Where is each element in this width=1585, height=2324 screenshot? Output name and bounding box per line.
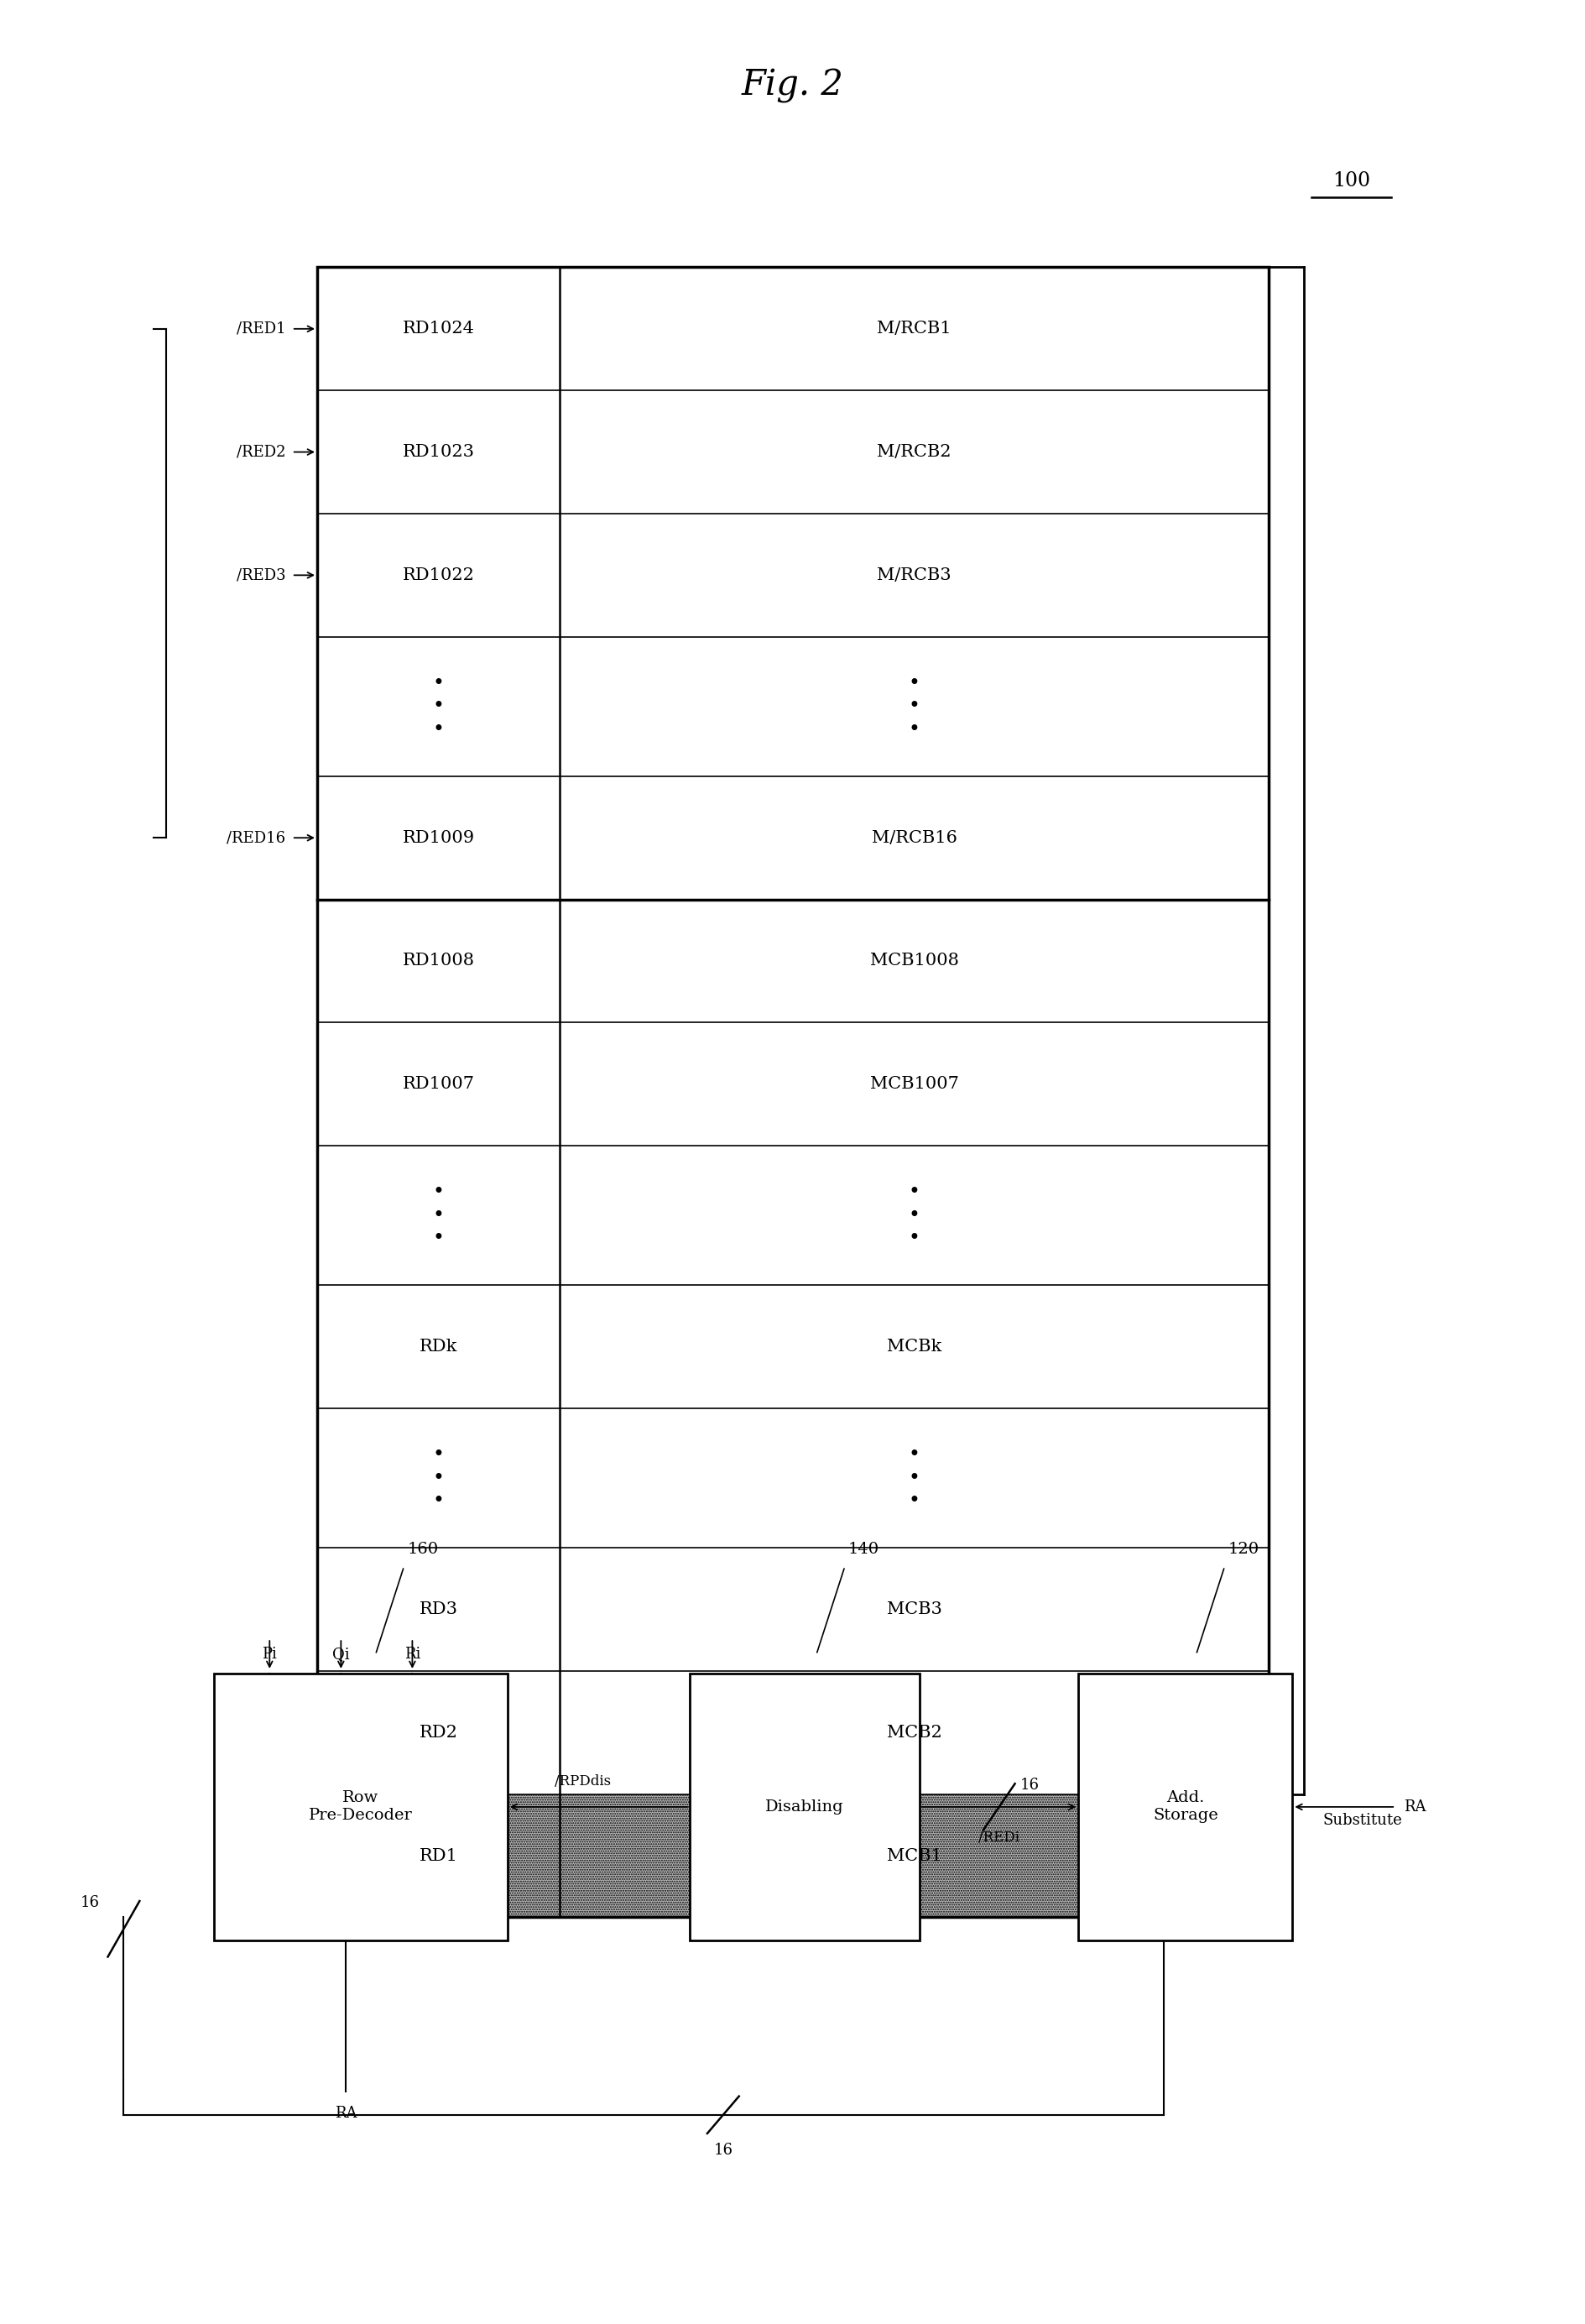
Text: 140: 140 xyxy=(848,1541,878,1557)
Text: •: • xyxy=(908,697,919,716)
Text: RD2: RD2 xyxy=(418,1724,458,1741)
Text: •: • xyxy=(908,1229,919,1248)
Text: /RED1: /RED1 xyxy=(236,321,285,337)
Text: •: • xyxy=(433,1469,444,1487)
Text: RD1007: RD1007 xyxy=(403,1076,474,1092)
Text: •: • xyxy=(433,1446,444,1464)
Text: MCB1: MCB1 xyxy=(886,1848,941,1864)
Text: MCB1008: MCB1008 xyxy=(869,953,959,969)
Text: Add.
Storage: Add. Storage xyxy=(1152,1789,1217,1824)
Text: 8: 8 xyxy=(285,1762,295,1778)
Text: •: • xyxy=(433,720,444,739)
Text: 120: 120 xyxy=(1227,1541,1258,1557)
Text: /RED16: /RED16 xyxy=(227,830,285,846)
Bar xyxy=(689,1673,919,1941)
Text: RD1009: RD1009 xyxy=(403,830,474,846)
Text: 16: 16 xyxy=(81,1894,100,1910)
Text: Substitute: Substitute xyxy=(1322,1813,1401,1829)
Text: 16: 16 xyxy=(1019,1778,1038,1794)
Text: •: • xyxy=(908,1492,919,1511)
Text: •: • xyxy=(433,1206,444,1225)
Text: MCB2: MCB2 xyxy=(886,1724,941,1741)
Bar xyxy=(317,267,1268,1917)
Text: M/RCB3: M/RCB3 xyxy=(877,567,951,583)
Text: RD3: RD3 xyxy=(418,1601,458,1618)
Text: RD1022: RD1022 xyxy=(403,567,474,583)
Text: •: • xyxy=(908,1446,919,1464)
Text: RDk: RDk xyxy=(418,1339,458,1355)
Text: M/RCB16: M/RCB16 xyxy=(872,830,956,846)
Text: 160: 160 xyxy=(407,1541,437,1557)
Text: RD1: RD1 xyxy=(418,1848,458,1864)
Text: •: • xyxy=(433,1229,444,1248)
Text: M/RCB1: M/RCB1 xyxy=(877,321,951,337)
Text: •: • xyxy=(908,720,919,739)
Text: •: • xyxy=(908,674,919,693)
Text: •: • xyxy=(433,1492,444,1511)
Text: RD1023: RD1023 xyxy=(403,444,474,460)
Text: 16: 16 xyxy=(428,1762,447,1778)
Text: 100: 100 xyxy=(1331,172,1369,191)
Text: RD1024: RD1024 xyxy=(403,321,474,337)
Bar xyxy=(214,1673,507,1941)
Text: /RED2: /RED2 xyxy=(236,444,285,460)
Text: RD1008: RD1008 xyxy=(403,953,474,969)
Text: M/RCB2: M/RCB2 xyxy=(877,444,951,460)
Text: RA: RA xyxy=(1403,1799,1425,1815)
Text: •: • xyxy=(908,1469,919,1487)
Text: MCB3: MCB3 xyxy=(886,1601,941,1618)
Text: /RED3: /RED3 xyxy=(236,567,285,583)
Text: •: • xyxy=(908,1183,919,1202)
Text: 16: 16 xyxy=(713,2143,732,2159)
Text: Fig. 2: Fig. 2 xyxy=(742,67,843,105)
Bar xyxy=(317,1794,1268,1917)
Text: Ri: Ri xyxy=(404,1645,420,1662)
Text: Pi: Pi xyxy=(262,1645,277,1662)
Text: 8: 8 xyxy=(357,1762,366,1778)
Text: •: • xyxy=(433,674,444,693)
Text: •: • xyxy=(908,1206,919,1225)
Text: /REDi: /REDi xyxy=(978,1831,1019,1845)
Text: MCBk: MCBk xyxy=(886,1339,941,1355)
Text: Qi: Qi xyxy=(333,1645,349,1662)
Text: Disabling: Disabling xyxy=(766,1799,843,1815)
Text: •: • xyxy=(433,697,444,716)
Text: RA: RA xyxy=(334,2106,357,2122)
Text: Row
Pre-Decoder: Row Pre-Decoder xyxy=(309,1789,412,1824)
Text: •: • xyxy=(433,1183,444,1202)
Text: MCB1007: MCB1007 xyxy=(869,1076,959,1092)
Bar xyxy=(317,1794,1268,1917)
Bar xyxy=(1078,1673,1292,1941)
Text: /RPDdis: /RPDdis xyxy=(555,1773,610,1789)
